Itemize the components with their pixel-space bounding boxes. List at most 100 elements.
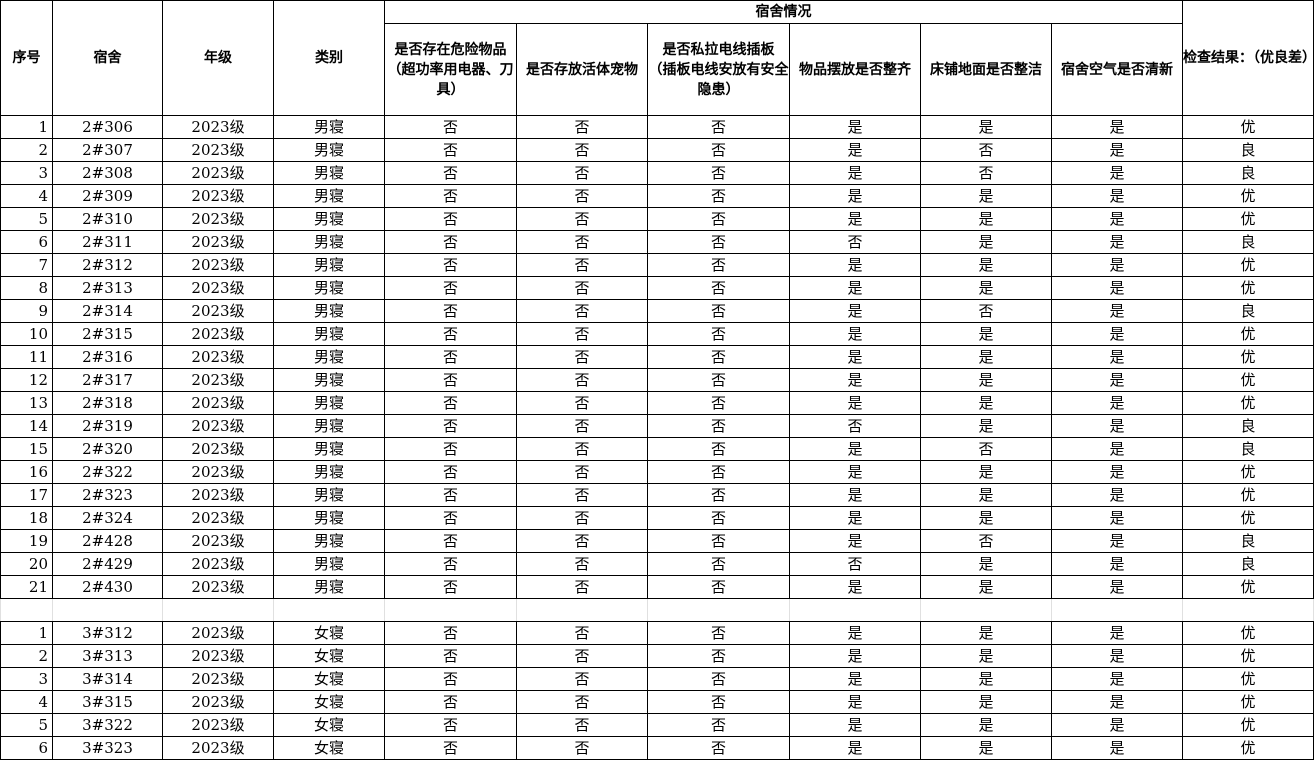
header-air[interactable]: 宿舍空气是否清新 — [1051, 23, 1183, 116]
cell-result[interactable]: 良 — [1182, 138, 1314, 162]
header-clean[interactable]: 床铺地面是否整洁 — [920, 23, 1052, 116]
cell-air[interactable]: 是 — [1051, 391, 1183, 415]
cell-dorm[interactable]: 2#310 — [52, 207, 163, 231]
cell-wiring[interactable]: 否 — [647, 207, 790, 231]
cell-result[interactable]: 优 — [1182, 115, 1314, 139]
cell-result[interactable]: 优 — [1182, 253, 1314, 277]
cell-pets[interactable]: 否 — [516, 276, 648, 300]
cell-clean[interactable]: 是 — [920, 230, 1052, 254]
cell-category[interactable]: 男寝 — [273, 575, 385, 599]
header-pets[interactable]: 是否存放活体宠物 — [516, 23, 648, 116]
cell-dangerous[interactable]: 否 — [384, 138, 517, 162]
cell-grade[interactable]: 2023级 — [162, 138, 274, 162]
cell-category[interactable]: 男寝 — [273, 230, 385, 254]
cell-air[interactable]: 是 — [1051, 414, 1183, 438]
cell-result[interactable]: 优 — [1182, 644, 1314, 668]
cell-grade[interactable]: 2023级 — [162, 276, 274, 300]
cell-dangerous[interactable]: 否 — [384, 391, 517, 415]
cell-wiring[interactable]: 否 — [647, 644, 790, 668]
cell-pets[interactable]: 否 — [516, 414, 648, 438]
cell-seq[interactable]: 6 — [0, 230, 53, 254]
cell-tidy[interactable]: 是 — [789, 391, 921, 415]
cell-tidy[interactable]: 否 — [789, 230, 921, 254]
cell-clean[interactable]: 否 — [920, 138, 1052, 162]
cell-wiring[interactable]: 否 — [647, 138, 790, 162]
cell-air[interactable]: 是 — [1051, 299, 1183, 323]
cell-grade[interactable]: 2023级 — [162, 322, 274, 346]
cell-wiring[interactable]: 否 — [647, 690, 790, 714]
cell-dangerous[interactable]: 否 — [384, 184, 517, 208]
cell-dorm[interactable]: 3#313 — [52, 644, 163, 668]
cell-dorm[interactable]: 2#316 — [52, 345, 163, 369]
cell-clean[interactable]: 是 — [920, 184, 1052, 208]
cell-result[interactable]: 优 — [1182, 483, 1314, 507]
cell-seq[interactable]: 15 — [0, 437, 53, 461]
cell-dorm[interactable]: 2#324 — [52, 506, 163, 530]
cell-dorm[interactable]: 2#323 — [52, 483, 163, 507]
cell-result[interactable]: 优 — [1182, 368, 1314, 392]
cell-dorm[interactable]: 2#314 — [52, 299, 163, 323]
cell-grade[interactable]: 2023级 — [162, 184, 274, 208]
cell-wiring[interactable]: 否 — [647, 391, 790, 415]
cell-air[interactable]: 是 — [1051, 115, 1183, 139]
cell-dorm[interactable]: 2#317 — [52, 368, 163, 392]
cell-seq[interactable]: 7 — [0, 253, 53, 277]
cell-tidy[interactable]: 是 — [789, 529, 921, 553]
cell-wiring[interactable]: 否 — [647, 276, 790, 300]
cell-result[interactable]: 优 — [1182, 322, 1314, 346]
cell-result[interactable]: 良 — [1182, 529, 1314, 553]
empty-cell[interactable] — [0, 598, 53, 622]
cell-wiring[interactable]: 否 — [647, 460, 790, 484]
cell-wiring[interactable]: 否 — [647, 115, 790, 139]
cell-clean[interactable]: 是 — [920, 276, 1052, 300]
cell-dangerous[interactable]: 否 — [384, 230, 517, 254]
cell-air[interactable]: 是 — [1051, 460, 1183, 484]
empty-cell[interactable] — [1182, 598, 1314, 622]
cell-grade[interactable]: 2023级 — [162, 552, 274, 576]
cell-seq[interactable]: 12 — [0, 368, 53, 392]
cell-dorm[interactable]: 3#314 — [52, 667, 163, 691]
cell-pets[interactable]: 否 — [516, 460, 648, 484]
header-category[interactable]: 类别 — [273, 0, 385, 116]
cell-tidy[interactable]: 是 — [789, 184, 921, 208]
cell-seq[interactable]: 2 — [0, 138, 53, 162]
cell-pets[interactable]: 否 — [516, 161, 648, 185]
empty-cell[interactable] — [789, 598, 921, 622]
cell-wiring[interactable]: 否 — [647, 506, 790, 530]
cell-pets[interactable]: 否 — [516, 207, 648, 231]
cell-result[interactable]: 优 — [1182, 667, 1314, 691]
cell-wiring[interactable]: 否 — [647, 345, 790, 369]
cell-grade[interactable]: 2023级 — [162, 529, 274, 553]
cell-air[interactable]: 是 — [1051, 253, 1183, 277]
cell-grade[interactable]: 2023级 — [162, 253, 274, 277]
cell-category[interactable]: 女寝 — [273, 713, 385, 737]
cell-wiring[interactable]: 否 — [647, 368, 790, 392]
cell-dangerous[interactable]: 否 — [384, 621, 517, 645]
cell-pets[interactable]: 否 — [516, 391, 648, 415]
cell-air[interactable]: 是 — [1051, 690, 1183, 714]
cell-dorm[interactable]: 2#307 — [52, 138, 163, 162]
cell-tidy[interactable]: 是 — [789, 345, 921, 369]
cell-category[interactable]: 男寝 — [273, 437, 385, 461]
cell-air[interactable]: 是 — [1051, 184, 1183, 208]
cell-result[interactable]: 良 — [1182, 437, 1314, 461]
cell-result[interactable]: 良 — [1182, 299, 1314, 323]
cell-seq[interactable]: 11 — [0, 345, 53, 369]
cell-pets[interactable]: 否 — [516, 713, 648, 737]
cell-dorm[interactable]: 3#322 — [52, 713, 163, 737]
cell-dangerous[interactable]: 否 — [384, 529, 517, 553]
cell-tidy[interactable]: 是 — [789, 253, 921, 277]
cell-clean[interactable]: 是 — [920, 483, 1052, 507]
cell-result[interactable]: 优 — [1182, 391, 1314, 415]
cell-wiring[interactable]: 否 — [647, 575, 790, 599]
cell-tidy[interactable]: 是 — [789, 161, 921, 185]
cell-seq[interactable]: 16 — [0, 460, 53, 484]
cell-pets[interactable]: 否 — [516, 184, 648, 208]
cell-air[interactable]: 是 — [1051, 207, 1183, 231]
cell-dorm[interactable]: 3#315 — [52, 690, 163, 714]
empty-cell[interactable] — [647, 598, 790, 622]
cell-air[interactable]: 是 — [1051, 529, 1183, 553]
cell-category[interactable]: 男寝 — [273, 414, 385, 438]
cell-clean[interactable]: 是 — [920, 460, 1052, 484]
header-dorm[interactable]: 宿舍 — [52, 0, 163, 116]
